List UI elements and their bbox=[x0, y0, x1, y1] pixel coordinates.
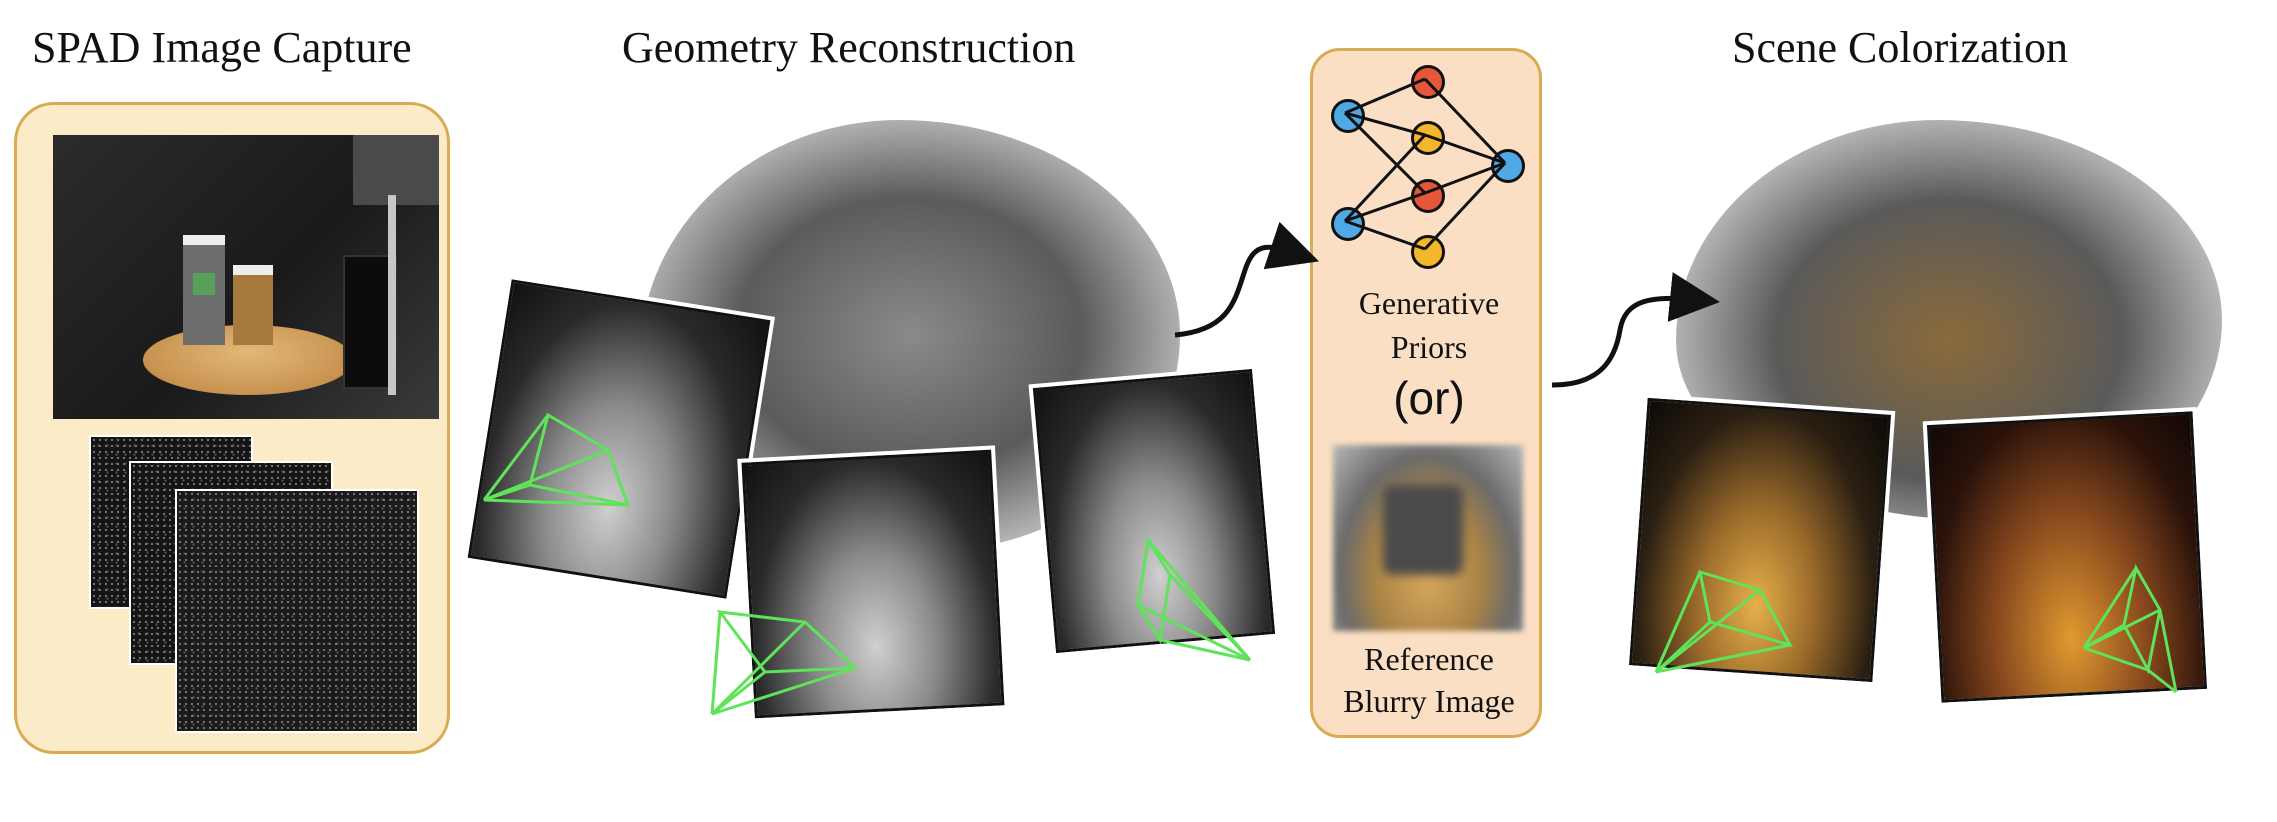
blurry-image-label: Blurry Image bbox=[1343, 683, 1515, 719]
priors-label: Priors bbox=[1390, 329, 1468, 365]
curved-arrow-icon bbox=[1551, 272, 1720, 388]
network-node-blue-3 bbox=[1491, 149, 1525, 183]
capture-setup-photo bbox=[53, 135, 439, 419]
network-node-yellow-2 bbox=[1411, 235, 1445, 269]
camera-frustum-icon bbox=[1654, 569, 1794, 674]
photo-shelf bbox=[353, 135, 439, 205]
photo-house-brown bbox=[233, 265, 273, 345]
camera-frustum-icon bbox=[710, 610, 859, 716]
reference-blurry-image bbox=[1333, 445, 1523, 631]
curved-arrow-icon bbox=[1174, 221, 1319, 338]
camera-frustum-icon bbox=[2082, 563, 2178, 694]
camera-frustum-icon bbox=[482, 412, 631, 508]
network-node-yellow-1 bbox=[1411, 121, 1445, 155]
spad-frame-front bbox=[175, 489, 419, 733]
title-scene-colorization: Scene Colorization bbox=[1732, 23, 2069, 72]
blurry-object bbox=[1383, 485, 1463, 575]
generative-label: Generative bbox=[1358, 285, 1500, 321]
title-geometry-reconstruction: Geometry Reconstruction bbox=[622, 23, 1076, 72]
photo-house-window bbox=[193, 273, 215, 295]
title-spad-capture: SPAD Image Capture bbox=[32, 23, 412, 72]
network-node-blue-2 bbox=[1331, 207, 1365, 241]
neural-network-icon bbox=[1343, 77, 1507, 251]
or-label: (or) bbox=[1393, 372, 1465, 424]
camera-frustum-icon bbox=[1136, 535, 1252, 662]
spad-capture-panel bbox=[14, 102, 450, 754]
photo-house-gray bbox=[183, 235, 225, 345]
reference-label: Reference bbox=[1364, 641, 1494, 677]
photo-sensor-pole bbox=[388, 195, 396, 395]
